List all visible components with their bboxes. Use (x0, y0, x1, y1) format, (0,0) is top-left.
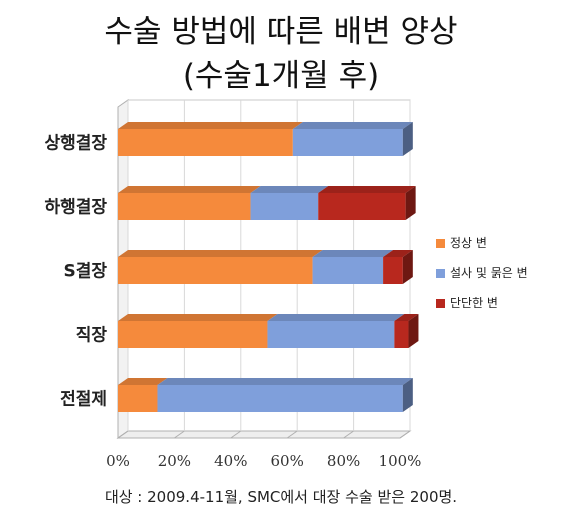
floor (116, 430, 412, 439)
x-tick-label: 100% (379, 452, 422, 470)
bar-segment (318, 193, 406, 220)
floor-gridline (117, 430, 129, 439)
bar-top-face (318, 186, 416, 193)
bar-top-face (157, 378, 413, 385)
bar-segment (383, 257, 403, 284)
x-tick-label: 60% (271, 452, 304, 470)
category-label: 전절제 (60, 389, 107, 410)
legend-swatch (436, 269, 445, 278)
bar-segment (118, 193, 251, 220)
x-tick-label: 20% (158, 452, 191, 470)
category-label: 상행결장 (44, 134, 107, 154)
floor-gridline (286, 430, 298, 439)
legend-swatch (436, 299, 445, 308)
legend-label: 설사 및 묽은 변 (450, 266, 528, 280)
bar-top-face (312, 250, 394, 257)
bar-end-face (402, 122, 413, 156)
x-tick-label: 40% (214, 452, 247, 470)
bar-top-face (250, 186, 329, 193)
bar-top-face (118, 314, 278, 321)
bar-top-face (292, 122, 413, 129)
bar-end-face (405, 186, 416, 220)
legend-label: 정상 변 (450, 236, 487, 250)
bar-top-face (118, 378, 168, 385)
floor-gridline (343, 430, 354, 439)
bar-top-face (394, 314, 419, 321)
bar-segment (118, 321, 268, 348)
bar-top-face (383, 250, 413, 257)
category-label: S결장 (63, 262, 107, 282)
bar-segment (312, 257, 384, 284)
legend-swatch (436, 239, 445, 248)
bar-top-face (118, 122, 303, 129)
x-tick-label: 80% (327, 452, 360, 470)
bar-segment (250, 193, 319, 220)
legend-label: 단단한 변 (450, 296, 498, 310)
footnote: 대상 : 2009.4-11월, SMC에서 대장 수술 받은 200명. (104, 488, 458, 506)
bar-segment (267, 321, 395, 348)
x-tick-label: 0% (106, 452, 130, 470)
category-label: 직장 (76, 326, 108, 346)
category-label: 하행결장 (44, 198, 107, 218)
bar-top-face (118, 250, 323, 257)
floor-gridline (174, 430, 185, 439)
floor-gridline (230, 430, 242, 439)
bar-segment (292, 129, 403, 156)
bar-top-face (118, 186, 261, 193)
chart-title-line2: (수술1개월 후) (182, 58, 380, 94)
bar-segment (118, 129, 293, 156)
bar-end-face (402, 250, 413, 284)
floor-gridline (399, 430, 411, 439)
bar-end-face (402, 378, 413, 412)
chart-title-line1: 수술 방법에 따른 배변 양상 (104, 14, 458, 50)
bar-end-face (408, 314, 419, 348)
bar-segment (118, 257, 313, 284)
bar-top-face (267, 314, 405, 321)
bar-segment (118, 385, 158, 412)
bar-segment (394, 321, 409, 348)
bar-segment (157, 385, 403, 412)
